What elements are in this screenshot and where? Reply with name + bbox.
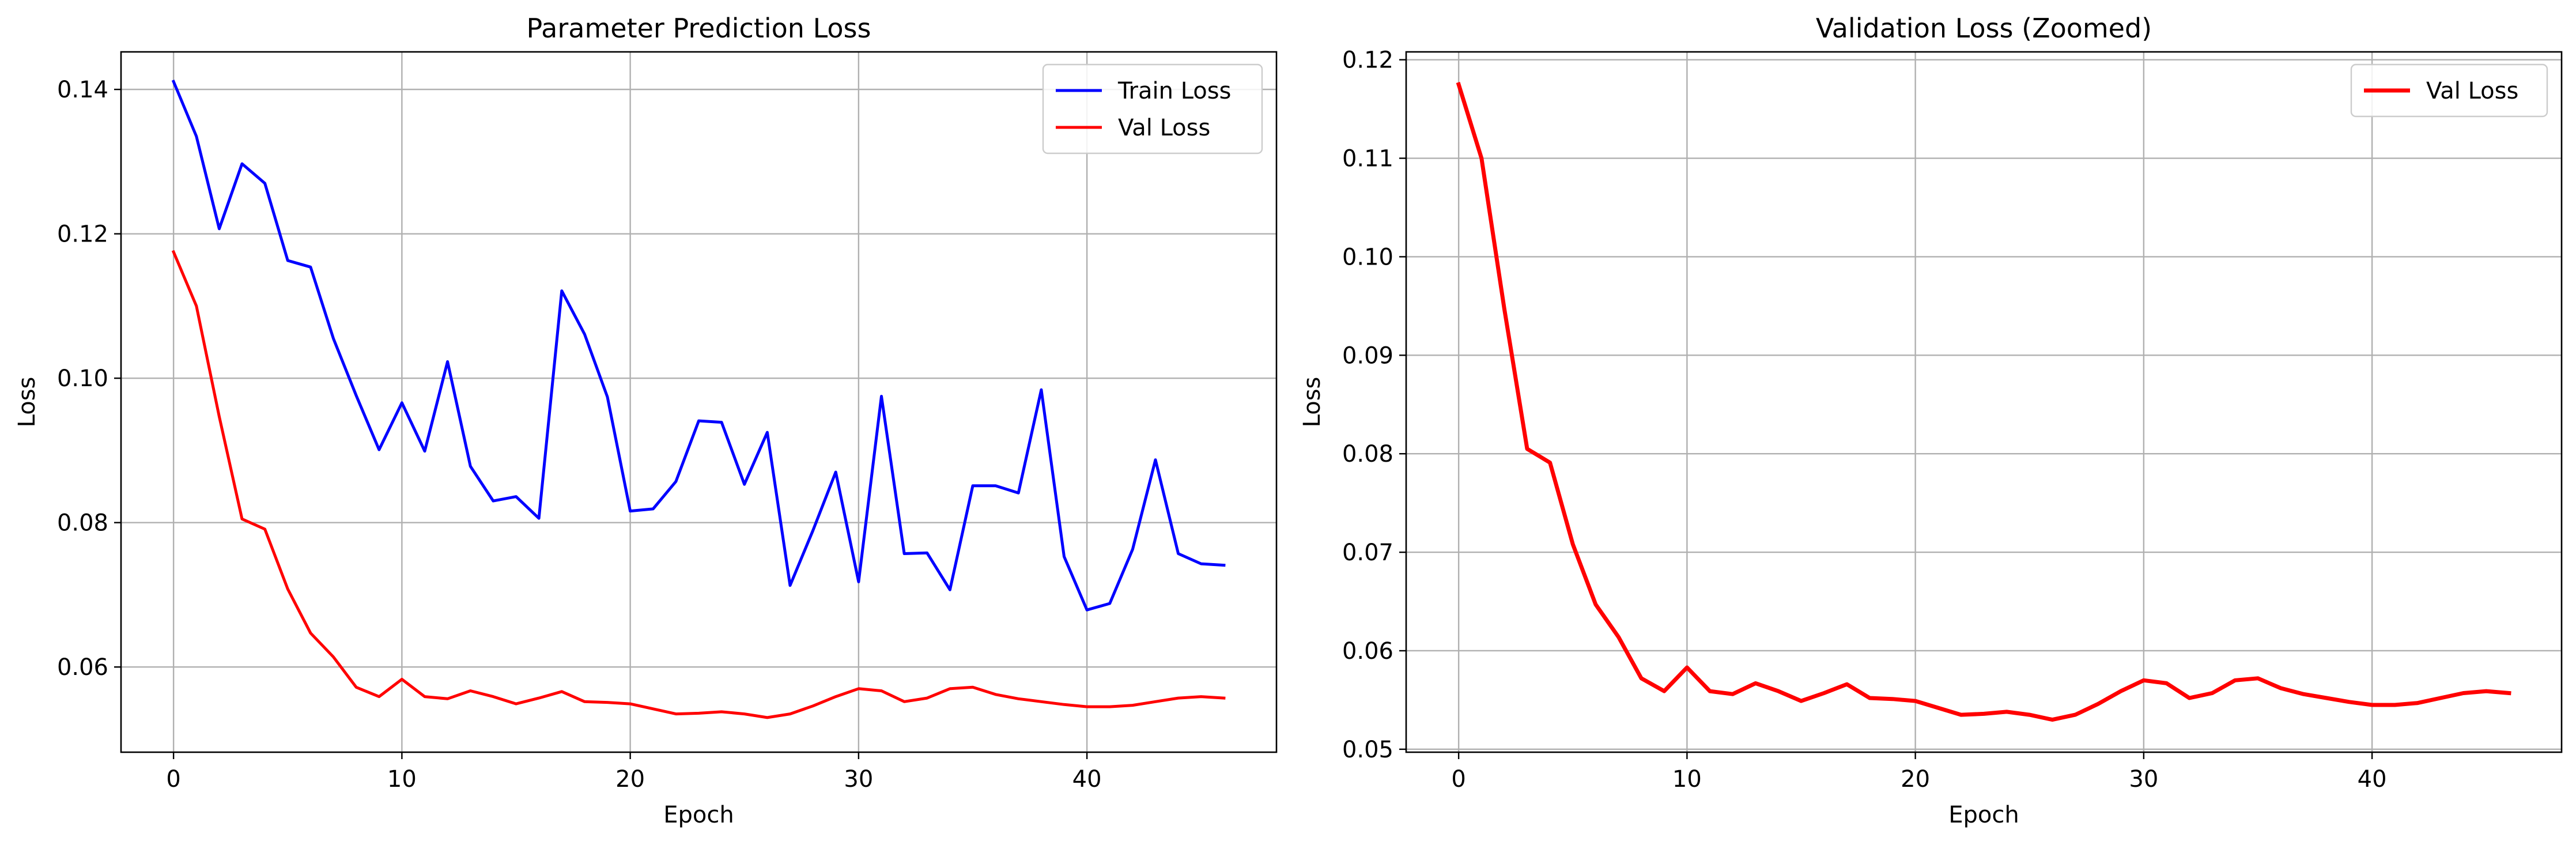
y-tick-label: 0.14 [57,77,108,103]
series-line-train-loss [171,80,1226,612]
legend-entry: Train Loss [1117,78,1231,104]
x-axis-label: Epoch [663,802,734,828]
series-line-val-loss [1456,82,2511,722]
x-tick-label: 0 [166,766,180,793]
chart-panel-2: 0 10 20 30 40 0.05 0.06 0.07 0.08 0.09 0.10 0.11 0.1… [1299,13,2563,828]
axes-frame [1405,51,2563,753]
chart-title: Parameter Prediction Loss [527,13,871,44]
x-tick-label: 40 [2358,766,2387,793]
x-tick-label: 30 [2129,766,2158,793]
y-tick-label: 0.10 [1342,244,1393,270]
x-axis-label: Epoch [1948,802,2019,828]
y-axis-label: Loss [14,377,40,428]
y-tick-label: 0.09 [1342,342,1393,369]
axes-frame [120,51,1278,753]
y-tick-label: 0.12 [57,221,108,248]
legend-entry: Val Loss [1118,115,1210,141]
y-tick-label: 0.06 [57,654,108,681]
x-tick-label: 20 [615,766,645,793]
x-tick-label: 0 [1451,766,1465,793]
y-tick-label: 0.11 [1342,146,1393,172]
y-axis-label: Loss [1299,377,1325,428]
legend: Val Loss [2350,63,2548,118]
y-tick-label: 0.12 [1342,47,1393,74]
y-tick-label: 0.06 [1342,638,1393,665]
y-tick-label: 0.07 [1342,540,1393,566]
x-tick-label: 30 [844,766,873,793]
legend: Train Loss Val Loss [1042,63,1263,154]
x-tick-label: 20 [1901,766,1930,793]
chart-panel-1: 0 10 20 30 40 0.06 0.08 0.10 0.12 0.14 Parameter P… [14,13,1278,828]
legend-box [1042,63,1263,154]
y-tick-label: 0.08 [1342,441,1393,467]
series-line-val-loss [171,250,1226,719]
y-tick-label: 0.08 [57,510,108,537]
y-tick-label: 0.10 [57,365,108,392]
x-tick-label: 10 [387,766,417,793]
y-tick-label: 0.05 [1342,737,1393,763]
x-tick-label: 40 [1072,766,1102,793]
chart-title: Validation Loss (Zoomed) [1816,13,2152,44]
legend-box [2350,63,2548,118]
x-tick-label: 10 [1672,766,1702,793]
legend-entry: Val Loss [2426,78,2518,104]
